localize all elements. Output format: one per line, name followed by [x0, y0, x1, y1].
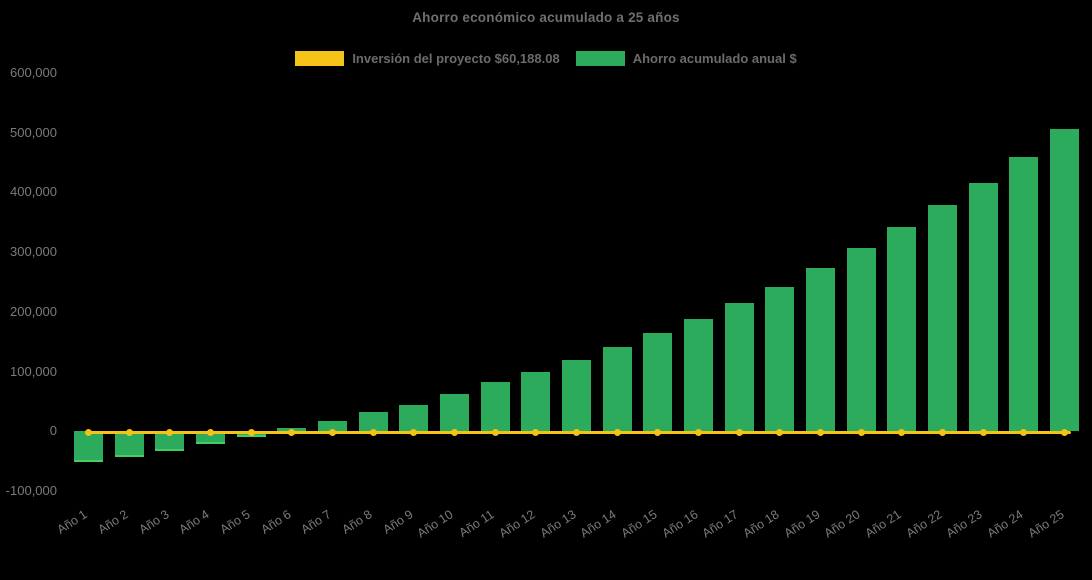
investment-line-marker [84, 428, 92, 436]
y-axis-tick-label: 100,000 [10, 363, 57, 379]
bar-año-7 [317, 420, 347, 432]
investment-line-marker [776, 428, 784, 436]
chart-title: Ahorro económico acumulado a 25 años [412, 10, 680, 25]
bar-año-24 [1009, 156, 1039, 432]
bar-año-18 [765, 286, 795, 432]
investment-line-marker [369, 428, 377, 436]
investment-line-marker [491, 428, 499, 436]
bar-año-17 [724, 303, 754, 432]
legend-swatch-investment [295, 50, 345, 66]
y-axis-tick-label: 0 [49, 423, 57, 439]
y-axis-tick-label: -100,000 [5, 483, 57, 499]
investment-line-marker [613, 428, 621, 436]
investment-line-marker [898, 428, 906, 436]
investment-line-marker [328, 428, 336, 436]
investment-line-marker [1020, 428, 1028, 436]
investment-line-marker [247, 428, 255, 436]
bar-año-8 [358, 412, 388, 432]
bar-año-11 [480, 382, 510, 432]
investment-line-marker [166, 428, 174, 436]
investment-line-marker [206, 428, 214, 436]
investment-line-marker [125, 428, 133, 436]
bar-año-15 [643, 333, 673, 432]
bar-año-9 [399, 404, 429, 432]
investment-line-marker [1061, 428, 1069, 436]
investment-line-marker [695, 428, 703, 436]
investment-line-marker [654, 428, 662, 436]
bar-año-22 [928, 204, 958, 432]
bar-año-4 [195, 431, 225, 445]
legend-swatch-savings [575, 50, 625, 66]
investment-line-marker [573, 428, 580, 436]
bar-año-20 [846, 248, 876, 432]
bar-año-14 [602, 346, 632, 432]
bar-año-21 [887, 227, 917, 432]
y-axis-tick-label: 300,000 [10, 244, 57, 260]
legend-label-investment: Inversión del proyecto $60,188.08 [352, 50, 560, 66]
legend-item-investment[interactable]: Inversión del proyecto $60,188.08 [295, 50, 560, 66]
investment-line-marker [939, 428, 947, 436]
bar-año-13 [562, 359, 591, 432]
bar-año-23 [968, 182, 998, 432]
bar-año-16 [684, 318, 714, 432]
investment-line-marker [450, 428, 458, 436]
investment-line-marker [410, 428, 418, 436]
investment-line-marker [979, 428, 987, 436]
y-axis-tick-label: 200,000 [10, 303, 57, 319]
y-axis-tick-label: 600,000 [10, 64, 57, 80]
bar-año-25 [1050, 129, 1080, 432]
legend-label-savings: Ahorro acumulado anual $ [632, 50, 797, 66]
legend: Inversión del proyecto $60,188.08 Ahorro… [0, 50, 1092, 66]
legend-item-savings[interactable]: Ahorro acumulado anual $ [575, 50, 797, 66]
plot-area: 600,000 500,000 400,000 300,000 200,000 100,0… [5, 64, 1080, 541]
investment-line-marker [735, 428, 743, 436]
bar-año-1 [73, 431, 103, 462]
bar-año-12 [521, 371, 551, 432]
y-axis-tick-label: 400,000 [10, 184, 57, 200]
bar-año-19 [806, 268, 836, 432]
y-axis-tick-label: 500,000 [10, 124, 57, 140]
investment-line-marker [532, 428, 540, 436]
investment-line-marker [288, 428, 296, 436]
investment-line-marker [817, 428, 825, 436]
bar-año-10 [439, 393, 469, 432]
bar-año-3 [155, 431, 185, 451]
chart-canvas: Ahorro económico acumulado a 25 años Inv… [0, 10, 1092, 541]
investment-line-marker [857, 428, 865, 436]
